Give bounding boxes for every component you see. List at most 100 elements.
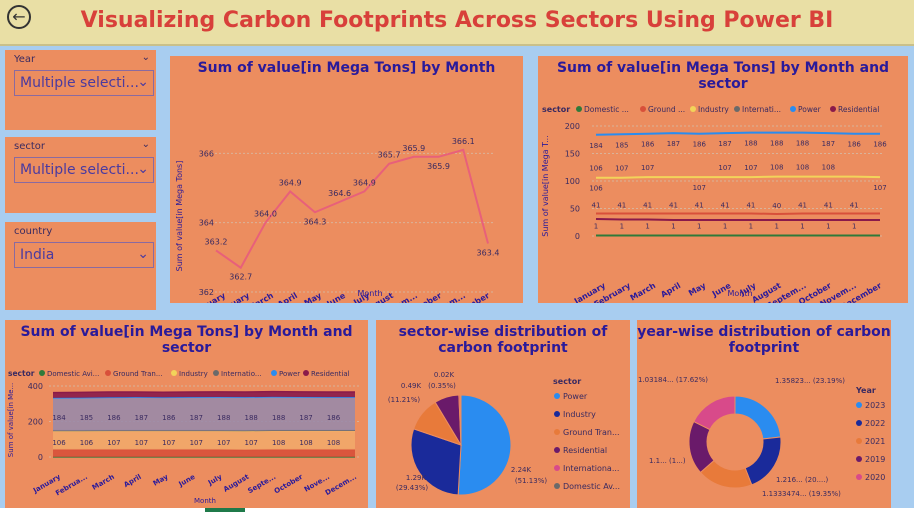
slicer-sector-dropdown[interactable]: Multiple selecti... ⌄: [14, 157, 154, 183]
legend-marker: [856, 438, 862, 444]
series-line: [595, 131, 880, 136]
slicer-country-label: country: [14, 226, 53, 237]
donut-data-label: 1.1333474... (19.35%): [762, 490, 841, 498]
legend-marker: [790, 106, 796, 112]
ground-data-label: 41: [746, 201, 755, 209]
dropdown-arrow-icon: ⌄: [137, 161, 149, 177]
power-data-label: 188: [770, 140, 783, 148]
ground-data-label: 41: [824, 201, 833, 209]
donut-chart-panel: year-wise distribution of carbon footpri…: [637, 320, 891, 508]
power-data-label: 187: [135, 414, 148, 422]
series-line: [595, 217, 880, 222]
ground-data-label: 41: [669, 201, 678, 209]
data-label: 366.1: [452, 137, 475, 146]
power-data-label: 188: [796, 140, 809, 148]
x-tick-label: April: [123, 473, 143, 489]
y-tick-label: 50: [570, 205, 580, 214]
y-tick-label: 200: [565, 122, 580, 131]
small-data-label: 1: [697, 222, 701, 230]
line-chart[interactable]: 362 364 366 Sum of value[in Mega Tons] 363.2…: [170, 56, 523, 303]
small-data-label: 1: [620, 222, 624, 230]
y-axis-title: Sum of value[in Me...: [7, 383, 15, 457]
industry-data-label: 107: [693, 184, 706, 192]
donut-data-label: 1.35823... (23.19%): [775, 377, 845, 385]
power-data-label: 186: [162, 414, 176, 422]
area-chart[interactable]: 400 200 0 Sum of value[in Me... sector Domest…: [5, 320, 368, 508]
x-tick-label: May: [152, 473, 170, 488]
series-line: [596, 175, 881, 179]
legend-marker: [39, 370, 45, 376]
pie-data-label: (11.21%): [388, 396, 420, 404]
pie-data-label: 0.49K: [401, 382, 422, 390]
industry-data-label: 106: [589, 165, 603, 173]
small-data-label: 1: [671, 222, 675, 230]
area-series-line: [52, 390, 355, 394]
industry-data-label: 108: [327, 439, 340, 447]
page-tab-active[interactable]: [205, 508, 245, 512]
x-tick-label: March: [629, 281, 658, 303]
pie-slice: [459, 394, 462, 446]
data-label: 362.7: [229, 273, 252, 282]
pie-slice: [410, 428, 462, 496]
back-arrow-icon[interactable]: ←: [7, 5, 31, 29]
area-series: [53, 449, 355, 457]
legend-item: 2020: [865, 473, 885, 482]
data-label: 365.9: [402, 144, 425, 153]
legend-marker: [105, 370, 111, 376]
data-label: 364.3: [303, 217, 326, 226]
power-data-label: 186: [327, 414, 341, 422]
slicer-country: country India ⌄: [5, 222, 156, 310]
power-data-label: 186: [107, 414, 121, 422]
slicer-year: Year ⌄ Multiple selecti... ⌄: [5, 50, 156, 130]
x-tick-label: March: [91, 473, 116, 492]
legend-marker: [554, 483, 560, 489]
title-bar: ← Visualizing Carbon Footprints Across S…: [0, 0, 914, 46]
donut-slice: [693, 395, 736, 431]
ground-data-label: 41: [721, 201, 730, 209]
area-series: [53, 391, 355, 398]
chevron-down-icon[interactable]: ⌄: [141, 52, 150, 63]
legend-marker: [830, 106, 836, 112]
pie-chart[interactable]: 2.24K (51.13%) 1.29K (29.43%) 0.49K (11.21%) (…: [376, 320, 630, 508]
legend-marker: [856, 474, 862, 480]
ground-data-label: 41: [798, 201, 807, 209]
legend-item: 2023: [865, 401, 885, 410]
legend-item: 2019: [865, 455, 885, 464]
legend-item: Residential: [311, 370, 350, 378]
small-data-label: 1: [749, 222, 753, 230]
data-label: 363.2: [205, 237, 228, 246]
y-axis-title: Sum of value[in Mega T...: [541, 135, 550, 236]
legend-marker: [554, 411, 560, 417]
legend-marker: [576, 106, 582, 112]
page-tabs-strip: [0, 508, 914, 512]
power-data-label: 188: [244, 414, 257, 422]
legend-item: Domestic Avi...: [47, 370, 99, 378]
industry-data-label: 108: [299, 439, 312, 447]
legend-marker: [734, 106, 740, 112]
slicer-sector-value: Multiple selecti...: [20, 162, 139, 178]
small-data-label: 1: [826, 222, 830, 230]
chevron-down-icon[interactable]: ⌄: [141, 139, 150, 150]
dropdown-arrow-icon: ⌄: [137, 246, 149, 262]
power-data-label: 186: [873, 141, 887, 149]
x-tick-label: April: [276, 291, 299, 303]
slicer-year-dropdown[interactable]: Multiple selecti... ⌄: [14, 70, 154, 96]
legend-item: Power: [279, 370, 300, 378]
small-data-label: 1: [723, 222, 727, 230]
slicer-country-dropdown[interactable]: India ⌄: [14, 242, 154, 268]
multi-line-chart[interactable]: 200 150 100 50 0 Sum of value[in Mega T... sec…: [538, 56, 908, 303]
industry-data-label: 108: [272, 439, 285, 447]
legend-marker: [213, 370, 219, 376]
data-label: 365.9: [427, 162, 450, 171]
legend-marker: [554, 447, 560, 453]
legend-title: sector: [553, 377, 581, 386]
y-tick-label: 200: [28, 418, 43, 427]
legend-item: 2021: [865, 437, 885, 446]
industry-data-label: 108: [796, 164, 809, 172]
x-tick-label: October: [273, 473, 305, 496]
industry-data-label: 107: [190, 439, 203, 447]
legend-marker: [690, 106, 696, 112]
industry-data-label: 108: [822, 164, 835, 172]
x-tick-label: June: [177, 473, 197, 489]
donut-chart[interactable]: 1.35823... (23.19%) 1.03184... (17.62%) 1.…: [637, 320, 891, 508]
